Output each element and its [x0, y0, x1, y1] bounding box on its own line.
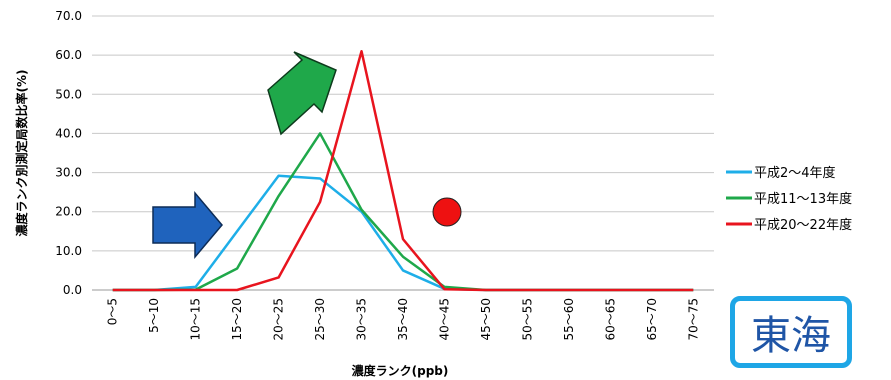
x-tick-label: 40～45	[437, 298, 451, 341]
y-tick-label: 50.0	[55, 87, 82, 101]
y-tick-label: 10.0	[55, 244, 82, 258]
green-arrow-icon	[267, 51, 337, 136]
region-badge: 東海	[730, 296, 852, 368]
x-axis-title: 濃度ランク(ppb)	[352, 363, 449, 378]
series-line-2	[112, 49, 694, 292]
legend-label-0: 平成2～4年度	[754, 165, 836, 181]
x-tick-label: 5～10	[147, 298, 161, 333]
y-tick-label: 70.0	[55, 9, 82, 23]
x-tick-label: 20～25	[272, 298, 286, 341]
x-tick-label: 10～15	[189, 298, 203, 341]
x-tick-label: 30～35	[355, 298, 369, 341]
red-circle-marker	[432, 197, 462, 227]
blue-arrow-icon	[152, 190, 223, 260]
x-tick-label: 15～20	[230, 298, 244, 341]
y-tick-label: 0.0	[63, 283, 82, 297]
legend-label-1: 平成11～13年度	[754, 191, 852, 207]
x-tick-label: 25～30	[313, 298, 327, 341]
x-tick-label: 50～55	[520, 298, 534, 341]
x-tick-label: 55～60	[562, 298, 576, 341]
x-tick-label: 45～50	[479, 298, 493, 341]
x-tick-label: 70～75	[686, 298, 700, 341]
y-axis-title: 濃度ランク別測定局数比率(%)	[14, 70, 29, 237]
y-tick-labels: 0.0 10.0 20.0 30.0 40.0 50.0 60.0 70.0	[55, 9, 82, 297]
x-tick-label: 65～70	[645, 298, 659, 341]
series-lines	[112, 49, 694, 292]
legend-label-2: 平成20～22年度	[754, 217, 852, 233]
y-tick-label: 20.0	[55, 205, 82, 219]
x-tick-labels: 0～5 5～10 10～15 15～20 20～25 25～30 30～35 35～40 40～…	[106, 298, 701, 341]
x-tick-label: 60～65	[603, 298, 617, 341]
region-label: 東海	[751, 313, 831, 359]
x-tick-label: 35～40	[396, 298, 410, 341]
y-tick-label: 60.0	[55, 48, 82, 62]
y-tick-label: 40.0	[55, 126, 82, 140]
x-tick-label: 0～5	[106, 298, 120, 325]
y-tick-label: 30.0	[55, 166, 82, 180]
